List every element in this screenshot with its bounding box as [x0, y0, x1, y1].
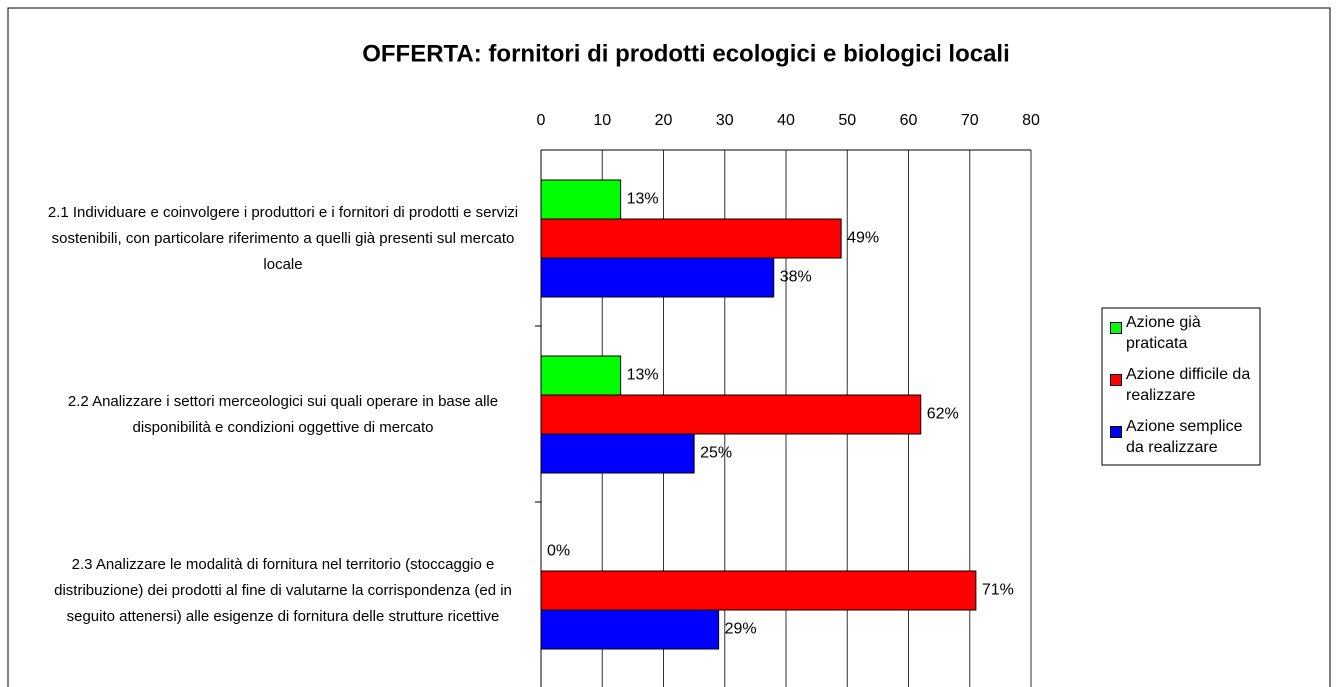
- legend-label: Azione difficile da realizzare: [1126, 366, 1251, 404]
- x-tick-label: 10: [593, 112, 611, 129]
- value-label: 38%: [780, 269, 812, 286]
- chart-title: OFFERTA: fornitori di prodotti ecologici…: [362, 40, 1010, 67]
- value-label: 71%: [982, 582, 1014, 599]
- category-label: 2.2 Analizzare i settori merceologici su…: [67, 392, 499, 436]
- legend-label: Azione semplice da realizzare: [1126, 418, 1243, 456]
- value-label: 13%: [627, 191, 659, 208]
- bar: [540, 433, 695, 474]
- value-label: 0%: [547, 543, 570, 560]
- x-tick-label: 0: [537, 112, 546, 129]
- x-tick-label: 40: [777, 112, 795, 129]
- bar: [540, 179, 622, 220]
- category-label: 2.1 Individuare e coinvolgere i produtto…: [47, 203, 519, 273]
- legend-swatch: [1110, 374, 1122, 386]
- legend-swatch: [1110, 322, 1122, 334]
- value-label: 29%: [725, 621, 757, 638]
- value-label: 13%: [627, 367, 659, 384]
- x-tick-label: 60: [900, 112, 918, 129]
- x-tick-label: 50: [838, 112, 856, 129]
- bar: [540, 394, 922, 435]
- bar: [540, 218, 842, 259]
- category-label: 2.3 Analizzare le modalità di fornitura …: [54, 555, 512, 625]
- bar: [540, 257, 775, 298]
- legend-label: Azione già praticata: [1126, 314, 1201, 352]
- x-tick-label: 70: [961, 112, 979, 129]
- value-label: 49%: [847, 230, 879, 247]
- legend-swatch: [1110, 426, 1122, 438]
- x-tick-label: 30: [716, 112, 734, 129]
- x-tick-label: 80: [1022, 112, 1040, 129]
- bar: [540, 355, 622, 396]
- chart-frame: [7, 7, 1331, 687]
- value-label: 25%: [700, 445, 732, 462]
- legend-box: [1101, 307, 1261, 466]
- bar: [540, 570, 977, 611]
- value-label: 62%: [927, 406, 959, 423]
- x-tick-label: 20: [655, 112, 673, 129]
- bar: [540, 609, 720, 650]
